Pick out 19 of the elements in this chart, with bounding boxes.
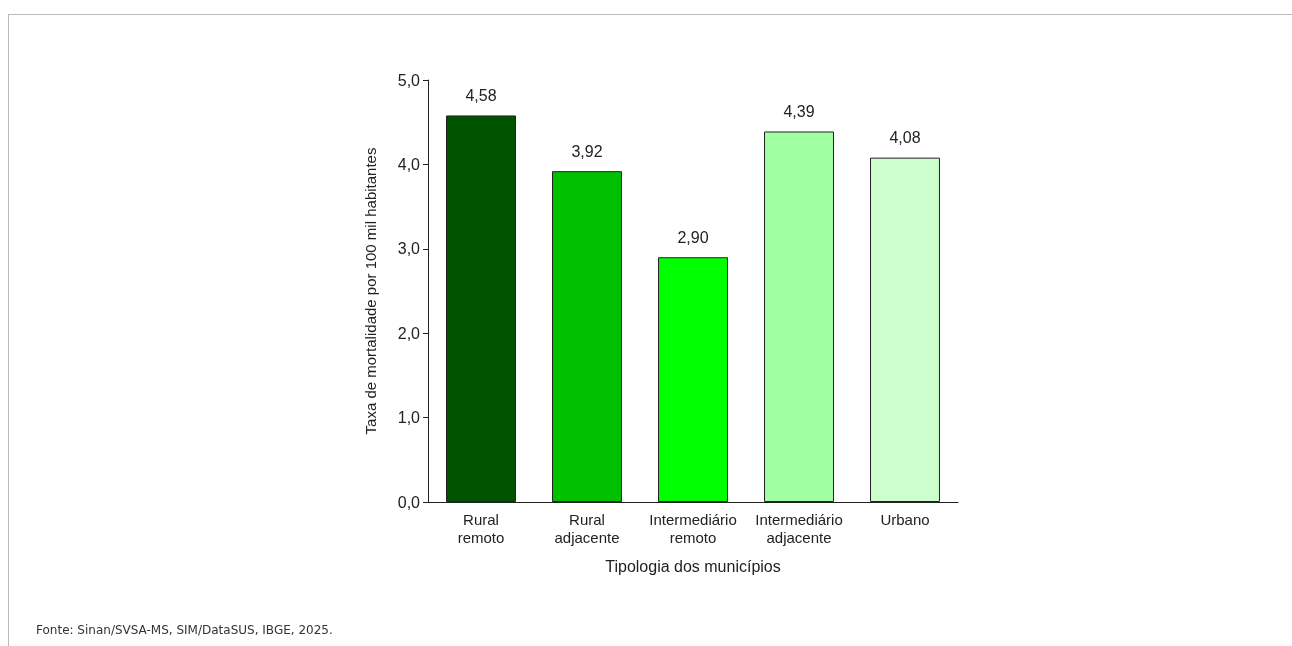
data-label: 4,58 <box>465 86 497 104</box>
y-tick-label: 4,0 <box>397 155 421 173</box>
y-tick-label: 2,0 <box>397 324 421 342</box>
x-tick-label: Rural remoto <box>457 510 505 546</box>
x-axis-title: Tipologia dos municípios <box>605 557 781 575</box>
y-tick-label: 0,0 <box>397 493 421 511</box>
y-axis-title: Taxa de mortalidade por 100 mil habitantes <box>362 147 379 435</box>
y-tick-label: 1,0 <box>397 409 421 427</box>
data-label: 2,90 <box>677 228 709 246</box>
data-label: 4,08 <box>889 129 921 147</box>
source-note: Fonte: Sinan/SVSA-MS, SIM/DataSUS, IBGE, 2025. <box>36 623 333 637</box>
data-label: 4,39 <box>783 102 815 120</box>
y-tick-label: 3,0 <box>397 240 421 258</box>
x-tick-label: Intermediário adjacente <box>755 510 843 546</box>
data-label: 3,92 <box>571 142 603 160</box>
x-tick-label: Rural adjacente <box>554 510 620 546</box>
x-tick-label: Intermediário remoto <box>649 510 737 546</box>
x-tick-label: Urbano <box>880 510 930 528</box>
y-tick-label: 5,0 <box>397 71 421 89</box>
